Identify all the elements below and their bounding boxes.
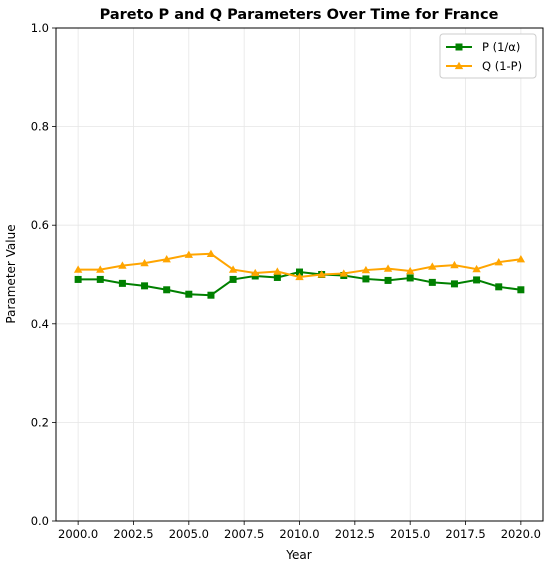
legend-marker <box>454 61 464 70</box>
data-point <box>206 249 216 257</box>
data-point <box>228 265 238 273</box>
x-tick-label: 2015.0 <box>390 527 430 541</box>
legend-entry: Q (1-P) <box>446 59 522 73</box>
data-point <box>362 275 370 283</box>
data-point <box>96 265 105 273</box>
data-point <box>428 278 436 286</box>
series-2 <box>73 249 526 281</box>
y-axis-label: Parameter Value <box>4 224 18 323</box>
y-tick-label: 1.0 <box>31 21 49 35</box>
x-axis-label: Year <box>285 548 311 562</box>
data-point <box>163 286 171 294</box>
data-point <box>450 280 458 288</box>
y-tick-label: 0.4 <box>31 317 49 331</box>
y-tick-label: 0.2 <box>31 415 49 429</box>
data-point <box>118 261 127 269</box>
x-tick-label: 2005.0 <box>169 527 209 541</box>
data-point <box>494 257 503 266</box>
legend-marker <box>455 43 463 51</box>
y-tick-label: 0.8 <box>31 120 49 134</box>
data-point <box>516 255 526 263</box>
data-point <box>140 258 149 267</box>
data-point <box>251 268 260 277</box>
data-point <box>162 255 171 263</box>
data-point <box>472 264 481 273</box>
data-point <box>118 279 126 287</box>
y-tick-label: 0.6 <box>31 218 49 232</box>
x-tick-label: 2020.0 <box>501 527 541 541</box>
legend-label: Q (1-P) <box>482 59 522 73</box>
y-axis: 0.0 0.2 0.4 0.6 0.8 1.0 <box>31 21 56 528</box>
data-point <box>473 276 481 284</box>
data-point <box>384 276 392 284</box>
data-point <box>141 282 149 290</box>
data-point <box>361 265 371 274</box>
data-point <box>184 250 194 258</box>
data-point <box>495 283 503 291</box>
data-point <box>383 264 393 272</box>
x-tick-label: 2002.5 <box>113 527 153 541</box>
data-point <box>207 291 215 299</box>
x-tick-label: 2010.0 <box>279 527 319 541</box>
data-point <box>229 275 237 283</box>
data-point <box>295 272 304 281</box>
data-point <box>406 274 414 282</box>
data-point <box>450 260 459 269</box>
x-tick-label: 2012.5 <box>335 527 375 541</box>
data-point <box>185 290 193 298</box>
legend-label: P (1/α) <box>482 40 520 54</box>
legend: P (1/α) Q (1-P) <box>439 33 537 79</box>
data-point <box>405 266 415 275</box>
data-point <box>273 273 281 281</box>
data-point <box>96 275 104 283</box>
x-tick-label: 2017.5 <box>445 527 485 541</box>
data-point <box>428 262 437 270</box>
x-tick-label: 2000.0 <box>58 527 98 541</box>
data-point <box>296 268 303 276</box>
data-point <box>74 275 82 283</box>
data-point <box>273 267 282 275</box>
chart-title: Pareto P and Q Parameters Over Time for … <box>100 7 499 23</box>
data-point <box>317 270 326 278</box>
data-point <box>517 286 525 294</box>
data-point <box>73 265 83 273</box>
x-axis: 2000.0 2002.5 2005.0 2007.5 2010.0 2012.5 2015… <box>58 521 541 541</box>
x-tick-label: 2007.5 <box>224 527 264 541</box>
series-layer <box>73 249 526 299</box>
legend-entry: P (1/α) <box>446 40 520 54</box>
y-tick-label: 0.0 <box>31 514 49 528</box>
data-point <box>339 269 348 277</box>
